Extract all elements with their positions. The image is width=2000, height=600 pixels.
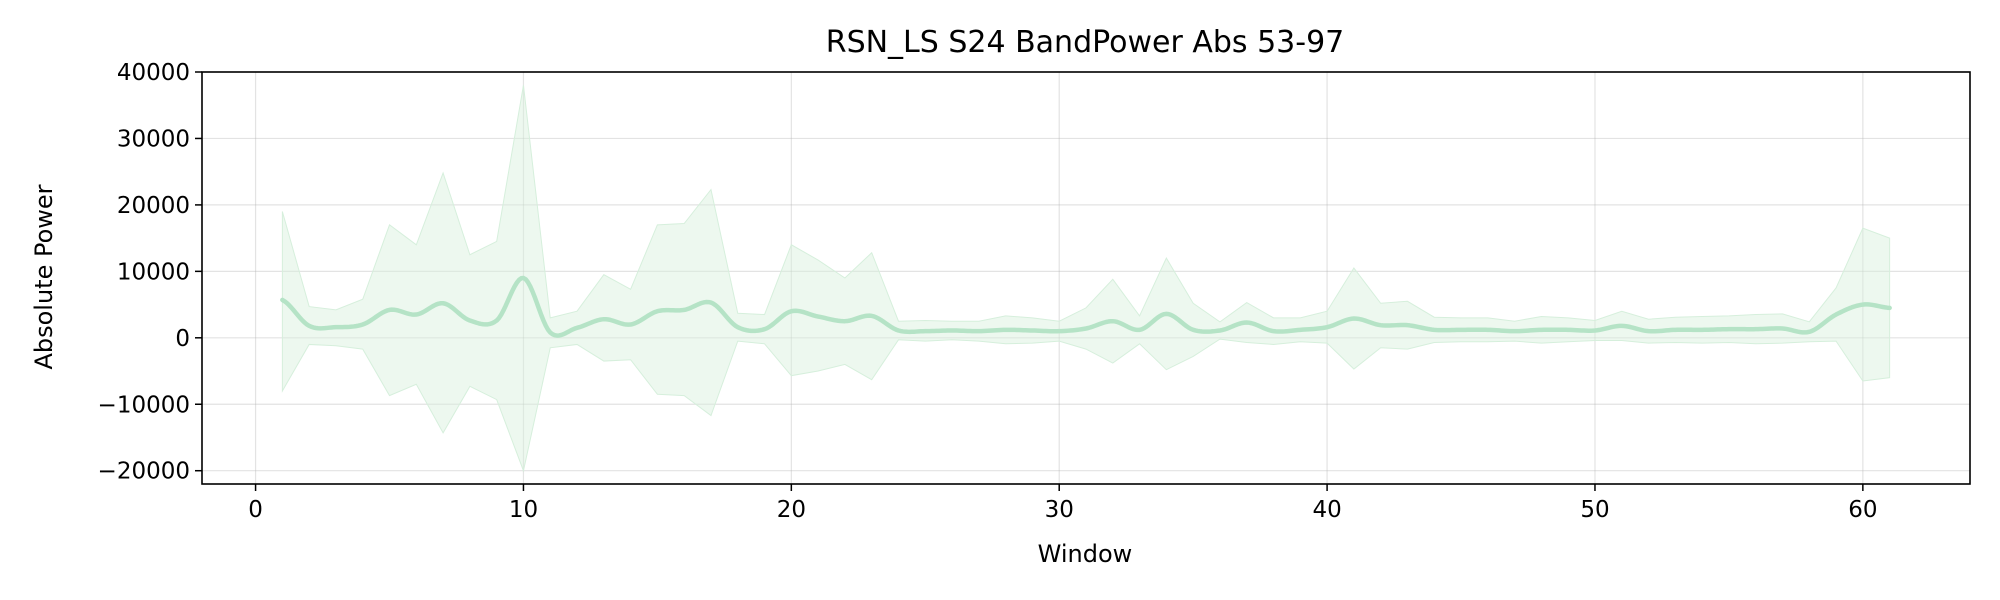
y-axis-title: Absolute Power [30,184,58,369]
x-tick-label: 30 [1045,497,1074,523]
y-tick-label: −10000 [98,392,190,418]
x-tick-label: 0 [248,497,263,523]
x-tick-label: 10 [509,497,538,523]
x-tick-label: 20 [777,497,806,523]
x-tick-label: 60 [1848,497,1877,523]
y-tick-label: 10000 [117,259,190,285]
y-tick-label: 20000 [117,193,190,219]
mean-line-layer [280,275,1892,338]
y-tick-label: 40000 [117,60,190,86]
std-band [281,85,1891,473]
std-band-layer [281,85,1891,473]
y-tick-label: −20000 [98,459,190,485]
x-tick-label: 40 [1312,497,1341,523]
chart-title: RSN_LS S24 BandPower Abs 53-97 [826,25,1345,60]
x-tick-label: 50 [1580,497,1609,523]
y-tick-label: 30000 [117,126,190,152]
axes: 0 10 20 30 40 50 60 −20000 −10000 0 10000 20000 3000… [98,60,1971,523]
y-tick-label: 0 [175,326,190,352]
plot-frame [201,71,1971,485]
x-axis-title: Window [1038,540,1133,568]
mean-line [280,275,1892,338]
